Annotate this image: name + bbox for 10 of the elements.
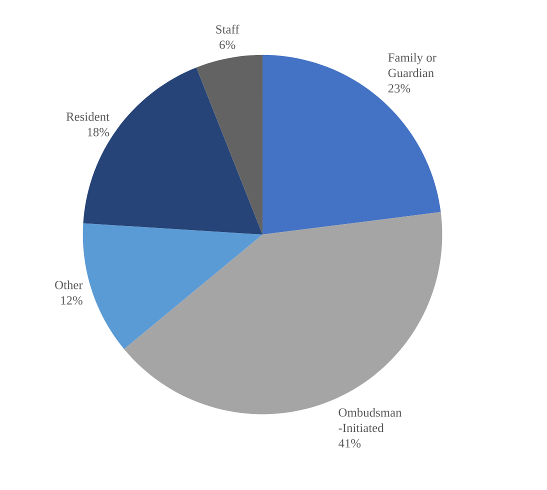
- slice-label: Resident: [66, 112, 110, 121]
- data-label: 18%: [88, 128, 110, 136]
- slice-label: Staff: [216, 24, 240, 34]
- data-label: 12%: [61, 296, 82, 305]
- data-label: 23%: [388, 84, 410, 93]
- slice-label: Other: [55, 280, 83, 290]
- slice-label: Ombudsman -Initiated: [338, 408, 402, 432]
- data-label: 6%: [220, 40, 236, 49]
- data-label: 41%: [338, 439, 361, 448]
- slice-label: Family or Guardian: [388, 52, 436, 78]
